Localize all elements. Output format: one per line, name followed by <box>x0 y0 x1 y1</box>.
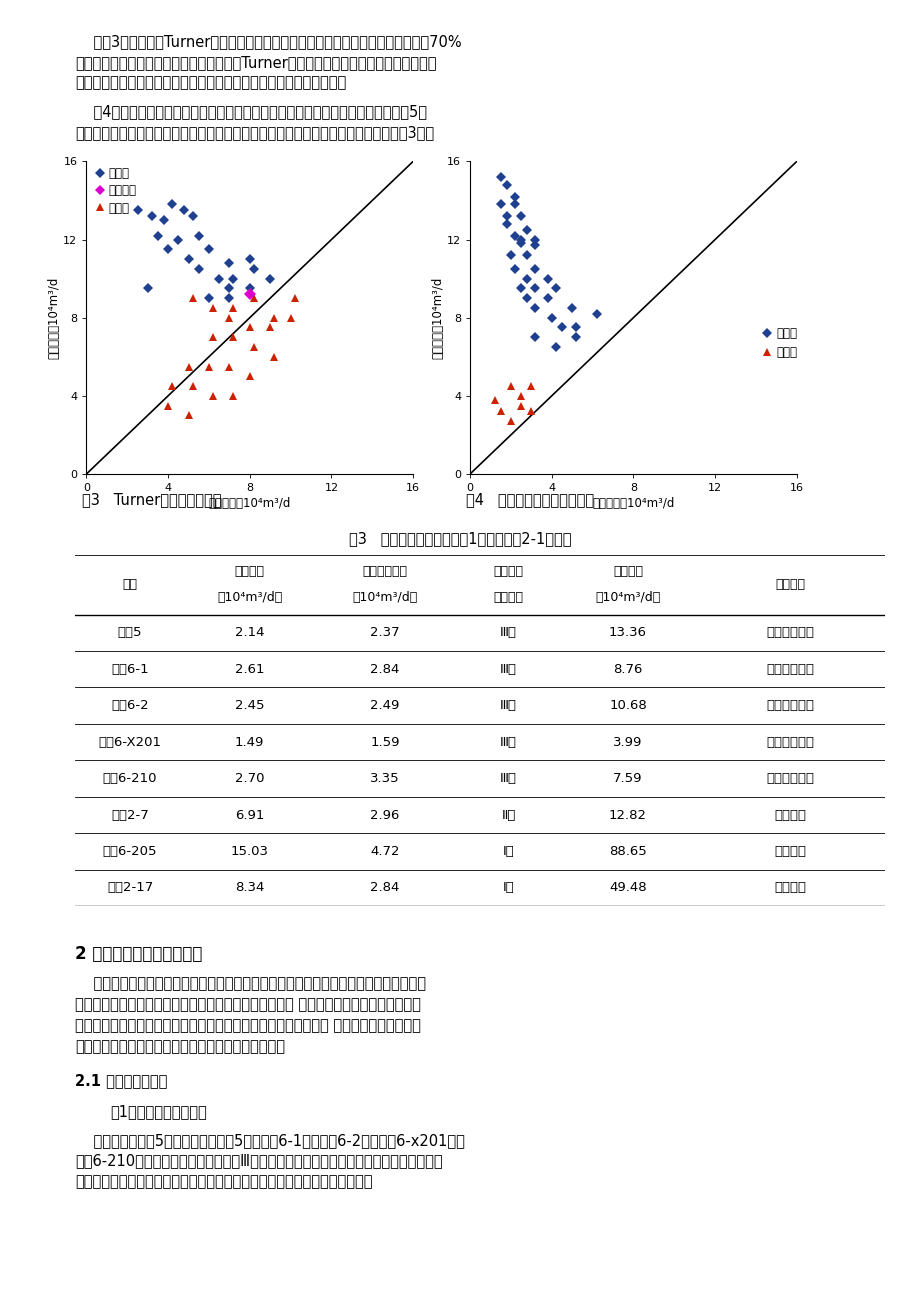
Text: 徐深6-210: 徐深6-210 <box>103 772 157 785</box>
Text: 13.36: 13.36 <box>608 626 646 639</box>
Text: 2.61: 2.61 <box>234 663 264 676</box>
Text: 井号: 井号 <box>122 578 138 591</box>
Text: 图4描述了扁平液滴模型计算的井口临界流量与气井日产气量的对比情况。显示有5口: 图4描述了扁平液滴模型计算的井口临界流量与气井日产气量的对比情况。显示有5口 <box>75 104 427 120</box>
Text: 后，这些气井的产气量很快就降低到临界流量以下，造成气井发生井底积液。: 后，这些气井的产气量很快就降低到临界流量以下，造成气井发生井底积液。 <box>75 1174 372 1190</box>
Text: （三类）: （三类） <box>493 591 523 604</box>
Text: 3.99: 3.99 <box>613 736 642 749</box>
Text: Ⅲ类: Ⅲ类 <box>500 626 516 639</box>
Text: （1）自身携液能力影响: （1）自身携液能力影响 <box>110 1104 207 1120</box>
Text: Ⅰ类: Ⅰ类 <box>502 845 514 858</box>
Text: （10⁴m³/d）: （10⁴m³/d） <box>217 591 282 604</box>
Text: 88.65: 88.65 <box>608 845 646 858</box>
Text: 携液能力不足: 携液能力不足 <box>766 736 813 749</box>
Text: （10⁴m³/d）: （10⁴m³/d） <box>595 591 660 604</box>
Text: 3.35: 3.35 <box>369 772 400 785</box>
Text: 携液能力不足: 携液能力不足 <box>766 663 813 676</box>
Text: 4.72: 4.72 <box>370 845 400 858</box>
Text: 表3   气井积液情况表（徐深1区块、升深2-1区块）: 表3 气井积液情况表（徐深1区块、升深2-1区块） <box>348 531 571 547</box>
Legend: 未积液, 已积液: 未积液, 已积液 <box>763 327 797 358</box>
Text: Ⅱ类: Ⅱ类 <box>501 809 516 822</box>
Text: 携液能力不足: 携液能力不足 <box>766 772 813 785</box>
Text: Ⅰ类: Ⅰ类 <box>502 881 514 894</box>
Text: Ⅲ类: Ⅲ类 <box>500 772 516 785</box>
Text: 10.68: 10.68 <box>608 699 646 712</box>
Text: 7.59: 7.59 <box>613 772 642 785</box>
Text: 2.49: 2.49 <box>370 699 400 712</box>
Text: 2.70: 2.70 <box>234 772 264 785</box>
Text: 油套连通: 油套连通 <box>773 881 805 894</box>
Text: 井底积液的存在对气井产能的发挥造成很大影响。气井生产过程中，很多原因会引发井: 井底积液的存在对气井产能的发挥造成很大影响。气井生产过程中，很多原因会引发井 <box>75 976 426 992</box>
Text: 井口临界流量: 井口临界流量 <box>362 565 407 578</box>
Text: 8.76: 8.76 <box>613 663 642 676</box>
Y-axis label: 日产气量，10⁴m³/d: 日产气量，10⁴m³/d <box>48 276 61 359</box>
Text: 49.48: 49.48 <box>608 881 646 894</box>
X-axis label: 临界气量，10⁴m³/d: 临界气量，10⁴m³/d <box>592 497 674 510</box>
Text: 无阻流量: 无阻流量 <box>612 565 642 578</box>
Text: 分之二以上的气井有积液风险，与实际的气井生产动态特征偏差较大。: 分之二以上的气井有积液风险，与实际的气井生产动态特征偏差较大。 <box>75 76 346 91</box>
Text: 关井积液: 关井积液 <box>773 845 805 858</box>
Text: 关井积液: 关井积液 <box>773 809 805 822</box>
Text: 日产气量: 日产气量 <box>234 565 265 578</box>
Text: 携液能力不足的5口气井，包括徐深5井、徐深6-1井、徐深6-2井、徐深6-x201井、: 携液能力不足的5口气井，包括徐深5井、徐深6-1井、徐深6-2井、徐深6-x20… <box>75 1133 465 1148</box>
Text: 稳产能力: 稳产能力 <box>493 565 523 578</box>
Text: 积液原因: 积液原因 <box>774 578 804 591</box>
Text: 徐深6-205: 徐深6-205 <box>103 845 157 858</box>
Text: 2.1 井底积液的原因: 2.1 井底积液的原因 <box>75 1073 167 1088</box>
Text: 升深2-17: 升深2-17 <box>107 881 153 894</box>
Text: 徐深6-1: 徐深6-1 <box>111 663 149 676</box>
Y-axis label: 日产气量，10⁴m³/d: 日产气量，10⁴m³/d <box>431 276 444 359</box>
Legend: 未积液, 接近积液, 已积液: 未积液, 接近积液, 已积液 <box>96 168 137 215</box>
Text: 2.45: 2.45 <box>234 699 264 712</box>
Text: Ⅲ类: Ⅲ类 <box>500 736 516 749</box>
Text: 2.84: 2.84 <box>370 663 400 676</box>
Text: 图4   扁平液滴模型的计算结果: 图4 扁平液滴模型的计算结果 <box>465 492 593 508</box>
Text: 6.91: 6.91 <box>234 809 264 822</box>
Text: 井由于携液能力不足，存在积液风险，与实际的气井生产动态特征符合程度较好（见表3）。: 井由于携液能力不足，存在积液风险，与实际的气井生产动态特征符合程度较好（见表3）… <box>75 125 434 141</box>
Text: Ⅲ类: Ⅲ类 <box>500 699 516 712</box>
Text: 徐深6-X201: 徐深6-X201 <box>98 736 162 749</box>
Text: 8.34: 8.34 <box>234 881 264 894</box>
Text: 2.84: 2.84 <box>370 881 400 894</box>
Text: 徐深5: 徐深5 <box>118 626 142 639</box>
Text: 2.14: 2.14 <box>234 626 264 639</box>
Text: 底积液，如气井自身产量不高，不能满足井筒携液的要求 油管渗漏使得产出流体必须通过: 底积液，如气井自身产量不高，不能满足井筒携液的要求 油管渗漏使得产出流体必须通过 <box>75 997 421 1013</box>
X-axis label: 临界气量，10⁴m³/d: 临界气量，10⁴m³/d <box>209 497 290 510</box>
Text: 2.37: 2.37 <box>369 626 400 639</box>
Text: 15.03: 15.03 <box>231 845 268 858</box>
Text: 的气井，日产气量小于井口临界流量。按照Turner模型计算得到的临界流量明显偏高，三: 的气井，日产气量小于井口临界流量。按照Turner模型计算得到的临界流量明显偏高… <box>75 55 437 70</box>
Text: 徐深6-210井，都属于稳产能力较差的Ⅲ类气井，无阻流量小，单位压降产气量低。投产之: 徐深6-210井，都属于稳产能力较差的Ⅲ类气井，无阻流量小，单位压降产气量低。投… <box>75 1154 443 1169</box>
Text: 2 气井井底积液原因及诊断: 2 气井井底积液原因及诊断 <box>75 945 202 963</box>
Text: 升深2-7: 升深2-7 <box>111 809 149 822</box>
Text: 1.49: 1.49 <box>234 736 264 749</box>
Text: 携液能力不足: 携液能力不足 <box>766 626 813 639</box>
Text: Ⅲ类: Ⅲ类 <box>500 663 516 676</box>
Text: 2.96: 2.96 <box>370 809 400 822</box>
Text: 1.59: 1.59 <box>370 736 400 749</box>
Text: 油管和环空流到井口，大大降低气井的携液能力，易造成井底积液 出水气井关井时，井储: 油管和环空流到井口，大大降低气井的携液能力，易造成井底积液 出水气井关井时，井储 <box>75 1018 421 1034</box>
Text: 效应的存在使得气、水继续流向井底，造成井底积液。: 效应的存在使得气、水继续流向井底，造成井底积液。 <box>75 1039 285 1055</box>
Text: 12.82: 12.82 <box>608 809 646 822</box>
Text: 如图3所示，采用Turner模型计算得到的临界流量与气井日产气量的对比来看，近70%: 如图3所示，采用Turner模型计算得到的临界流量与气井日产气量的对比来看，近7… <box>75 34 461 49</box>
Text: 图3   Turner模型的计算结果: 图3 Turner模型的计算结果 <box>82 492 221 508</box>
Text: 徐深6-2: 徐深6-2 <box>111 699 149 712</box>
Text: 携液能力不足: 携液能力不足 <box>766 699 813 712</box>
Text: （10⁴m³/d）: （10⁴m³/d） <box>352 591 417 604</box>
